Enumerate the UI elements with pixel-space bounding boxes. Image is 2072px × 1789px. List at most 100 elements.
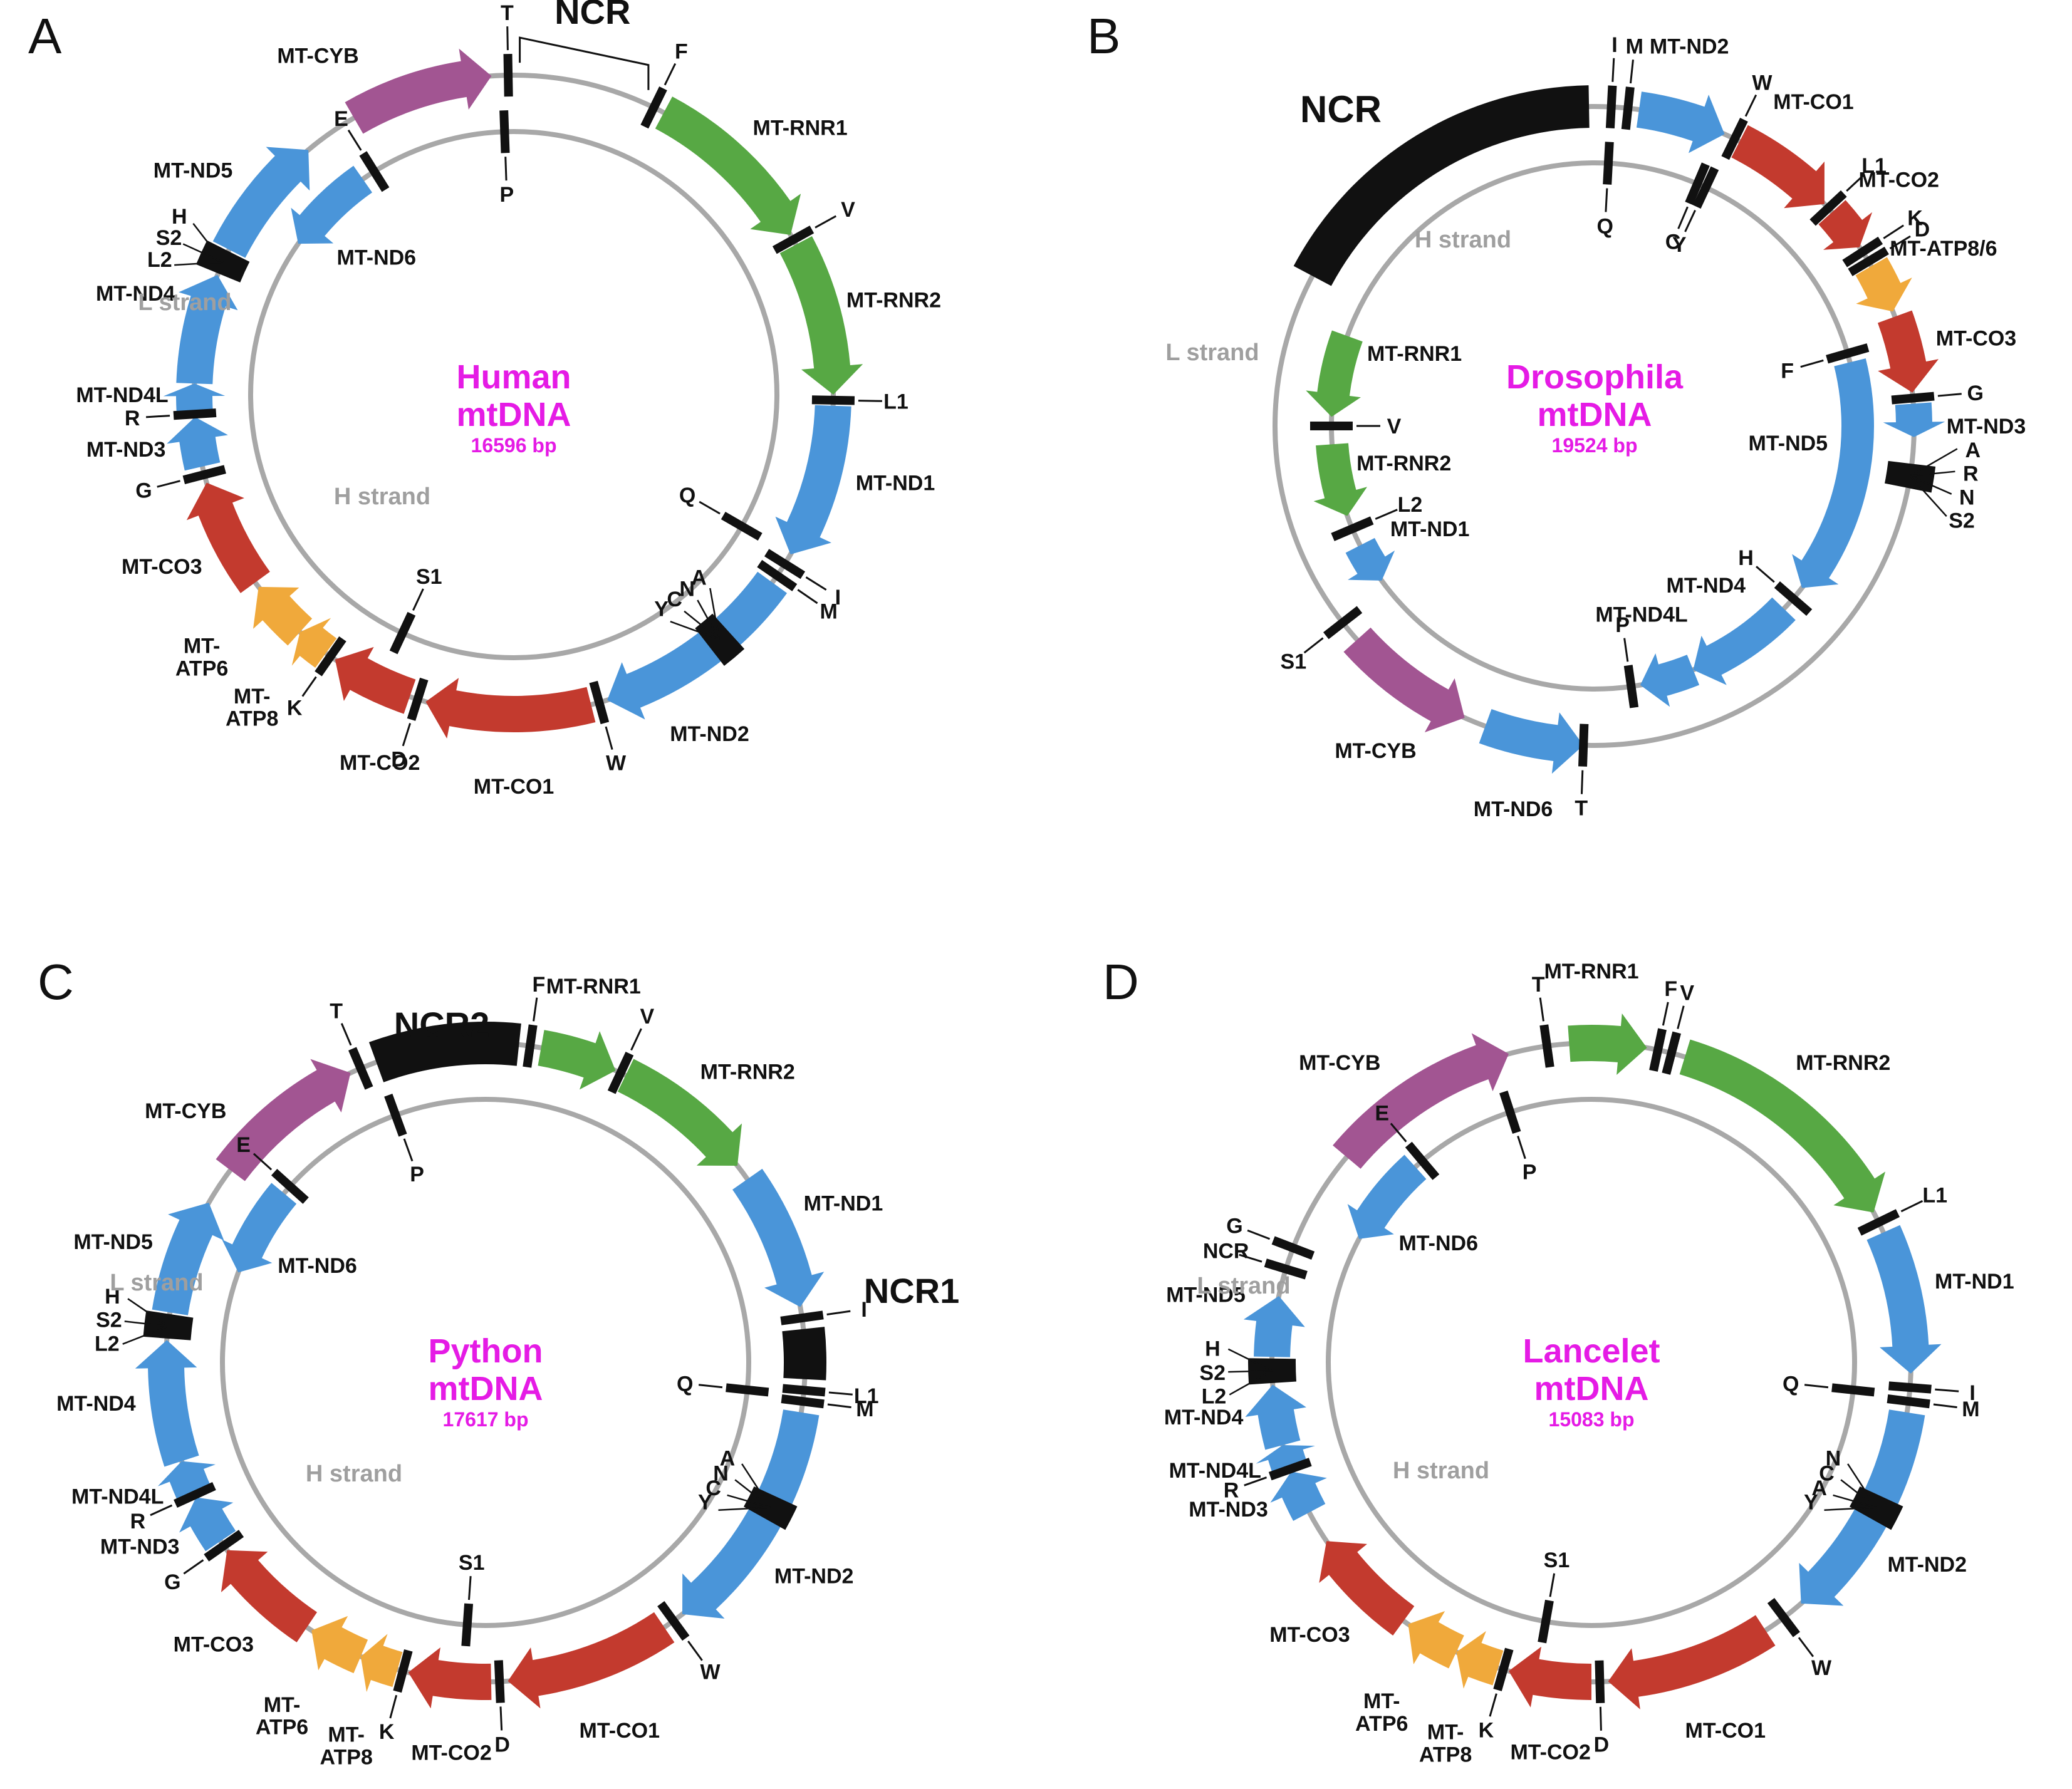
- leader-line: [124, 1320, 169, 1327]
- trna-tick: [384, 1093, 407, 1137]
- gene-label: MT-CYB: [1299, 1051, 1380, 1075]
- gene-label: MT-CYB: [277, 44, 358, 68]
- gene-arrow: [179, 1497, 236, 1552]
- gene-label-line: MT-ND1: [804, 1192, 883, 1216]
- trna-label: S2: [1949, 509, 1975, 532]
- trna-tick: [1826, 343, 1870, 364]
- leader-line: [1489, 1693, 1497, 1717]
- genome-size: 15083 bp: [1549, 1408, 1635, 1431]
- gene-arrow: [345, 48, 492, 134]
- trna-tick: [1891, 392, 1935, 405]
- trna-label: Y: [1804, 1490, 1818, 1514]
- trna-label: H: [105, 1285, 120, 1309]
- leader-line: [1228, 1370, 1273, 1373]
- trna-label: W: [700, 1660, 721, 1684]
- leader-line: [698, 1384, 723, 1389]
- trna-label: Q: [1783, 1372, 1799, 1396]
- trna-label: C: [1819, 1462, 1835, 1486]
- trna-tick: [764, 549, 806, 579]
- trna-label: L2: [1202, 1385, 1227, 1409]
- leader-line: [718, 1506, 771, 1512]
- trna-tick: [1662, 1031, 1681, 1075]
- trna-label: N: [679, 577, 695, 601]
- trna-tick: [781, 1394, 825, 1409]
- organism-title-line2: mtDNA: [1534, 1370, 1649, 1408]
- gene-label-line: MT-ND4: [1164, 1406, 1244, 1429]
- gene-label: MT-ND6: [1474, 797, 1553, 821]
- organism-title: Python: [429, 1332, 543, 1370]
- trna-tick: [173, 408, 217, 420]
- trna-tick: [782, 1384, 826, 1397]
- trna-tick: [772, 226, 815, 254]
- gene-label-line: MT-ND3: [100, 1535, 180, 1558]
- leader-line: [1580, 770, 1584, 794]
- leader-line: [670, 621, 720, 640]
- leader-line: [1840, 1479, 1877, 1508]
- gene-label-line: MT-CYB: [277, 44, 358, 68]
- trna-label: A: [1965, 438, 1981, 462]
- leader-line: [389, 1694, 398, 1719]
- trna-label: N: [713, 1462, 729, 1486]
- ncr-label: NCR: [554, 0, 630, 31]
- organism-title-line2: mtDNA: [457, 396, 571, 433]
- gene-label: MT-RNR2: [700, 1060, 795, 1084]
- genome-size: 17617 bp: [443, 1408, 529, 1431]
- leader-line: [805, 576, 827, 591]
- gene-arrow: [253, 586, 313, 646]
- panel-letter: A: [28, 8, 62, 64]
- trna-label: K: [1479, 1718, 1494, 1742]
- gene-label: MT-CO1: [580, 1719, 660, 1743]
- gene-label-line: MT-ND4L: [76, 383, 168, 407]
- gene-label: MT-ND4: [56, 1392, 136, 1416]
- trna-tick: [1621, 86, 1635, 130]
- gene-arrow: [1855, 257, 1912, 312]
- trna-label: T: [330, 999, 343, 1023]
- leader-line: [1599, 1706, 1602, 1731]
- gene-label-line: MT-ND2: [670, 722, 749, 746]
- gene-label: MT-ND2: [1887, 1553, 1967, 1577]
- leader-line: [122, 1325, 169, 1345]
- gene-label: MT-ND6: [1398, 1232, 1478, 1255]
- gene-label-line: MT-CO1: [580, 1719, 660, 1743]
- gene-label-line: MT-ND3: [1947, 415, 2026, 438]
- gene-label-atp: MT-ATP6: [1355, 1689, 1408, 1736]
- trna-label: M: [1626, 34, 1643, 58]
- leader-line: [1244, 1476, 1268, 1486]
- trna-label: D: [391, 748, 407, 772]
- leader-line: [1611, 58, 1615, 82]
- gene-label-line: MT-ND4: [96, 282, 175, 306]
- trna-label: Y: [1672, 233, 1687, 257]
- trna-tick: [1888, 1381, 1932, 1394]
- gene-arrow: [1333, 1033, 1509, 1169]
- ncr-block: [368, 1022, 521, 1082]
- gene-label: MT-CO1: [1773, 90, 1853, 114]
- leader-line: [182, 243, 224, 263]
- gene-arrow: [1640, 653, 1700, 707]
- gene-arrow: [617, 1059, 742, 1166]
- trna-tick: [607, 1052, 634, 1094]
- gene-label-line: MT-CYB: [145, 1099, 226, 1123]
- trna-tick: [359, 151, 390, 192]
- trna-label: E: [1375, 1102, 1389, 1126]
- gene-label-line: MT-RNR1: [753, 117, 848, 140]
- leader-line: [1227, 1348, 1273, 1372]
- trna-label: F: [1781, 360, 1794, 383]
- gene-label-line: MT-ND3: [1189, 1498, 1268, 1522]
- gene-label: MT-CO2: [1510, 1740, 1590, 1764]
- trna-tick: [461, 1603, 474, 1647]
- trna-tick: [348, 1047, 373, 1090]
- gene-label-line: MT-ND5: [154, 158, 233, 182]
- panel-letter: B: [1087, 8, 1120, 64]
- gene-label-line: MT-ND2: [774, 1564, 854, 1588]
- leader-line: [1910, 475, 1952, 495]
- leader-line: [1883, 224, 1904, 239]
- gene-label-line: MT-CO2: [1858, 169, 1939, 192]
- leader-line: [1662, 1002, 1669, 1026]
- trna-tick: [640, 86, 667, 129]
- trna-label: A: [1811, 1476, 1827, 1500]
- gene-label: MT-CO2: [411, 1741, 491, 1765]
- gene-label-line: MT-ND5: [1166, 1283, 1246, 1307]
- gene-label: MT-CO1: [1685, 1719, 1766, 1743]
- gene-label-atp-line: MT-: [184, 635, 221, 658]
- trna-label: L2: [1398, 493, 1423, 517]
